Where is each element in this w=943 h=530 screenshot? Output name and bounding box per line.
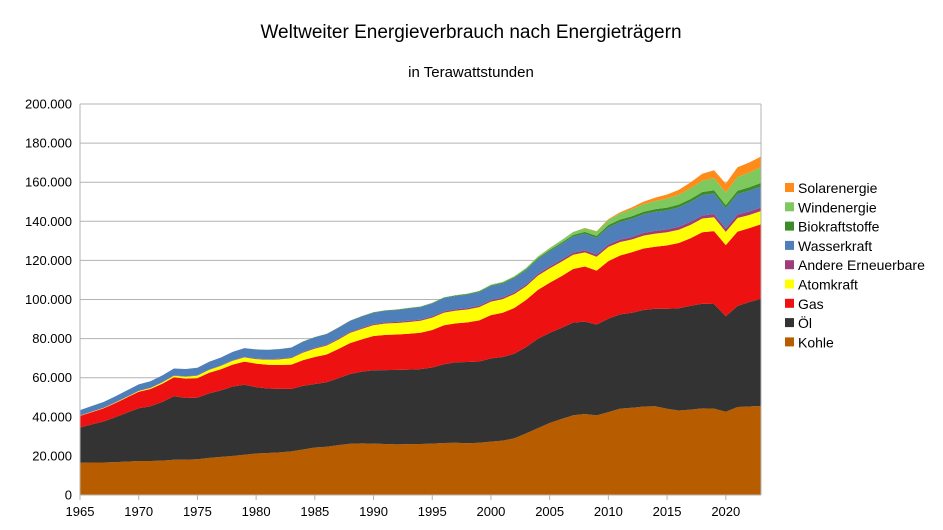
x-tick-label: 1965 (66, 504, 95, 519)
area-oel (80, 298, 761, 463)
legend-label: Atomkraft (798, 277, 858, 293)
x-tick-label: 2005 (535, 504, 564, 519)
y-tick-label: 0 (65, 488, 72, 503)
x-tick-label: 1995 (418, 504, 447, 519)
y-tick-label: 100.000 (25, 292, 72, 307)
y-tick-label: 40.000 (32, 409, 72, 424)
y-axis-tick-labels: 0 20.000 40.000 60.000 80.000 100.000 120.000 1… (25, 97, 72, 503)
legend-swatch (785, 279, 794, 289)
x-tick-label: 2015 (653, 504, 682, 519)
y-tick-label: 160.000 (25, 175, 72, 190)
legend: Solarenergie Windenergie Biokraftstoffe Was… (785, 180, 925, 350)
x-tick-label: 1975 (183, 504, 212, 519)
legend-swatch (785, 298, 794, 308)
area-solarenergie (80, 156, 761, 411)
x-tick-label: 2020 (711, 504, 740, 519)
legend-label: Windenergie (798, 199, 877, 215)
y-tick-label: 80.000 (32, 331, 72, 346)
legend-swatch (785, 260, 794, 270)
x-axis-tick-labels: 1965 1970 1975 1980 1985 1990 1995 2000 2005 2010… (66, 495, 740, 519)
chart-title: Weltweiter Energieverbrauch nach Energie… (260, 22, 681, 43)
legend-label: Wasserkraft (798, 238, 872, 254)
legend-swatch (785, 202, 794, 212)
axes (79, 104, 762, 496)
y-tick-label: 180.000 (25, 136, 72, 151)
x-tick-label: 2010 (594, 504, 623, 519)
y-tick-label: 120.000 (25, 253, 72, 268)
area-kohle (80, 405, 761, 495)
legend-label: Biokraftstoffe (798, 219, 880, 235)
area-gas (80, 224, 761, 428)
legend-swatch (785, 318, 794, 328)
legend-label: Gas (798, 296, 824, 312)
y-tick-label: 140.000 (25, 214, 72, 229)
x-tick-label: 1980 (242, 504, 271, 519)
legend-swatch (785, 240, 794, 250)
legend-label: Öl (798, 314, 812, 331)
legend-label: Kohle (798, 334, 834, 350)
y-tick-label: 200.000 (25, 97, 72, 112)
legend-label: Andere Erneuerbare (798, 257, 925, 273)
x-tick-label: 1990 (359, 504, 388, 519)
area-atomkraft (80, 210, 761, 416)
y-tick-label: 60.000 (32, 370, 72, 385)
area-wasserkraft (80, 186, 761, 416)
x-tick-label: 1985 (300, 504, 329, 519)
legend-swatch (785, 221, 794, 231)
legend-label: Solarenergie (798, 180, 878, 196)
area-windenergie (80, 167, 761, 411)
legend-swatch (785, 183, 794, 192)
x-tick-label: 1970 (124, 504, 153, 519)
area-series (80, 156, 761, 495)
chart-subtitle: in Terawattstunden (408, 64, 534, 81)
legend-swatch (785, 337, 794, 347)
y-tick-label: 20.000 (32, 448, 72, 463)
x-tick-label: 2000 (476, 504, 505, 519)
